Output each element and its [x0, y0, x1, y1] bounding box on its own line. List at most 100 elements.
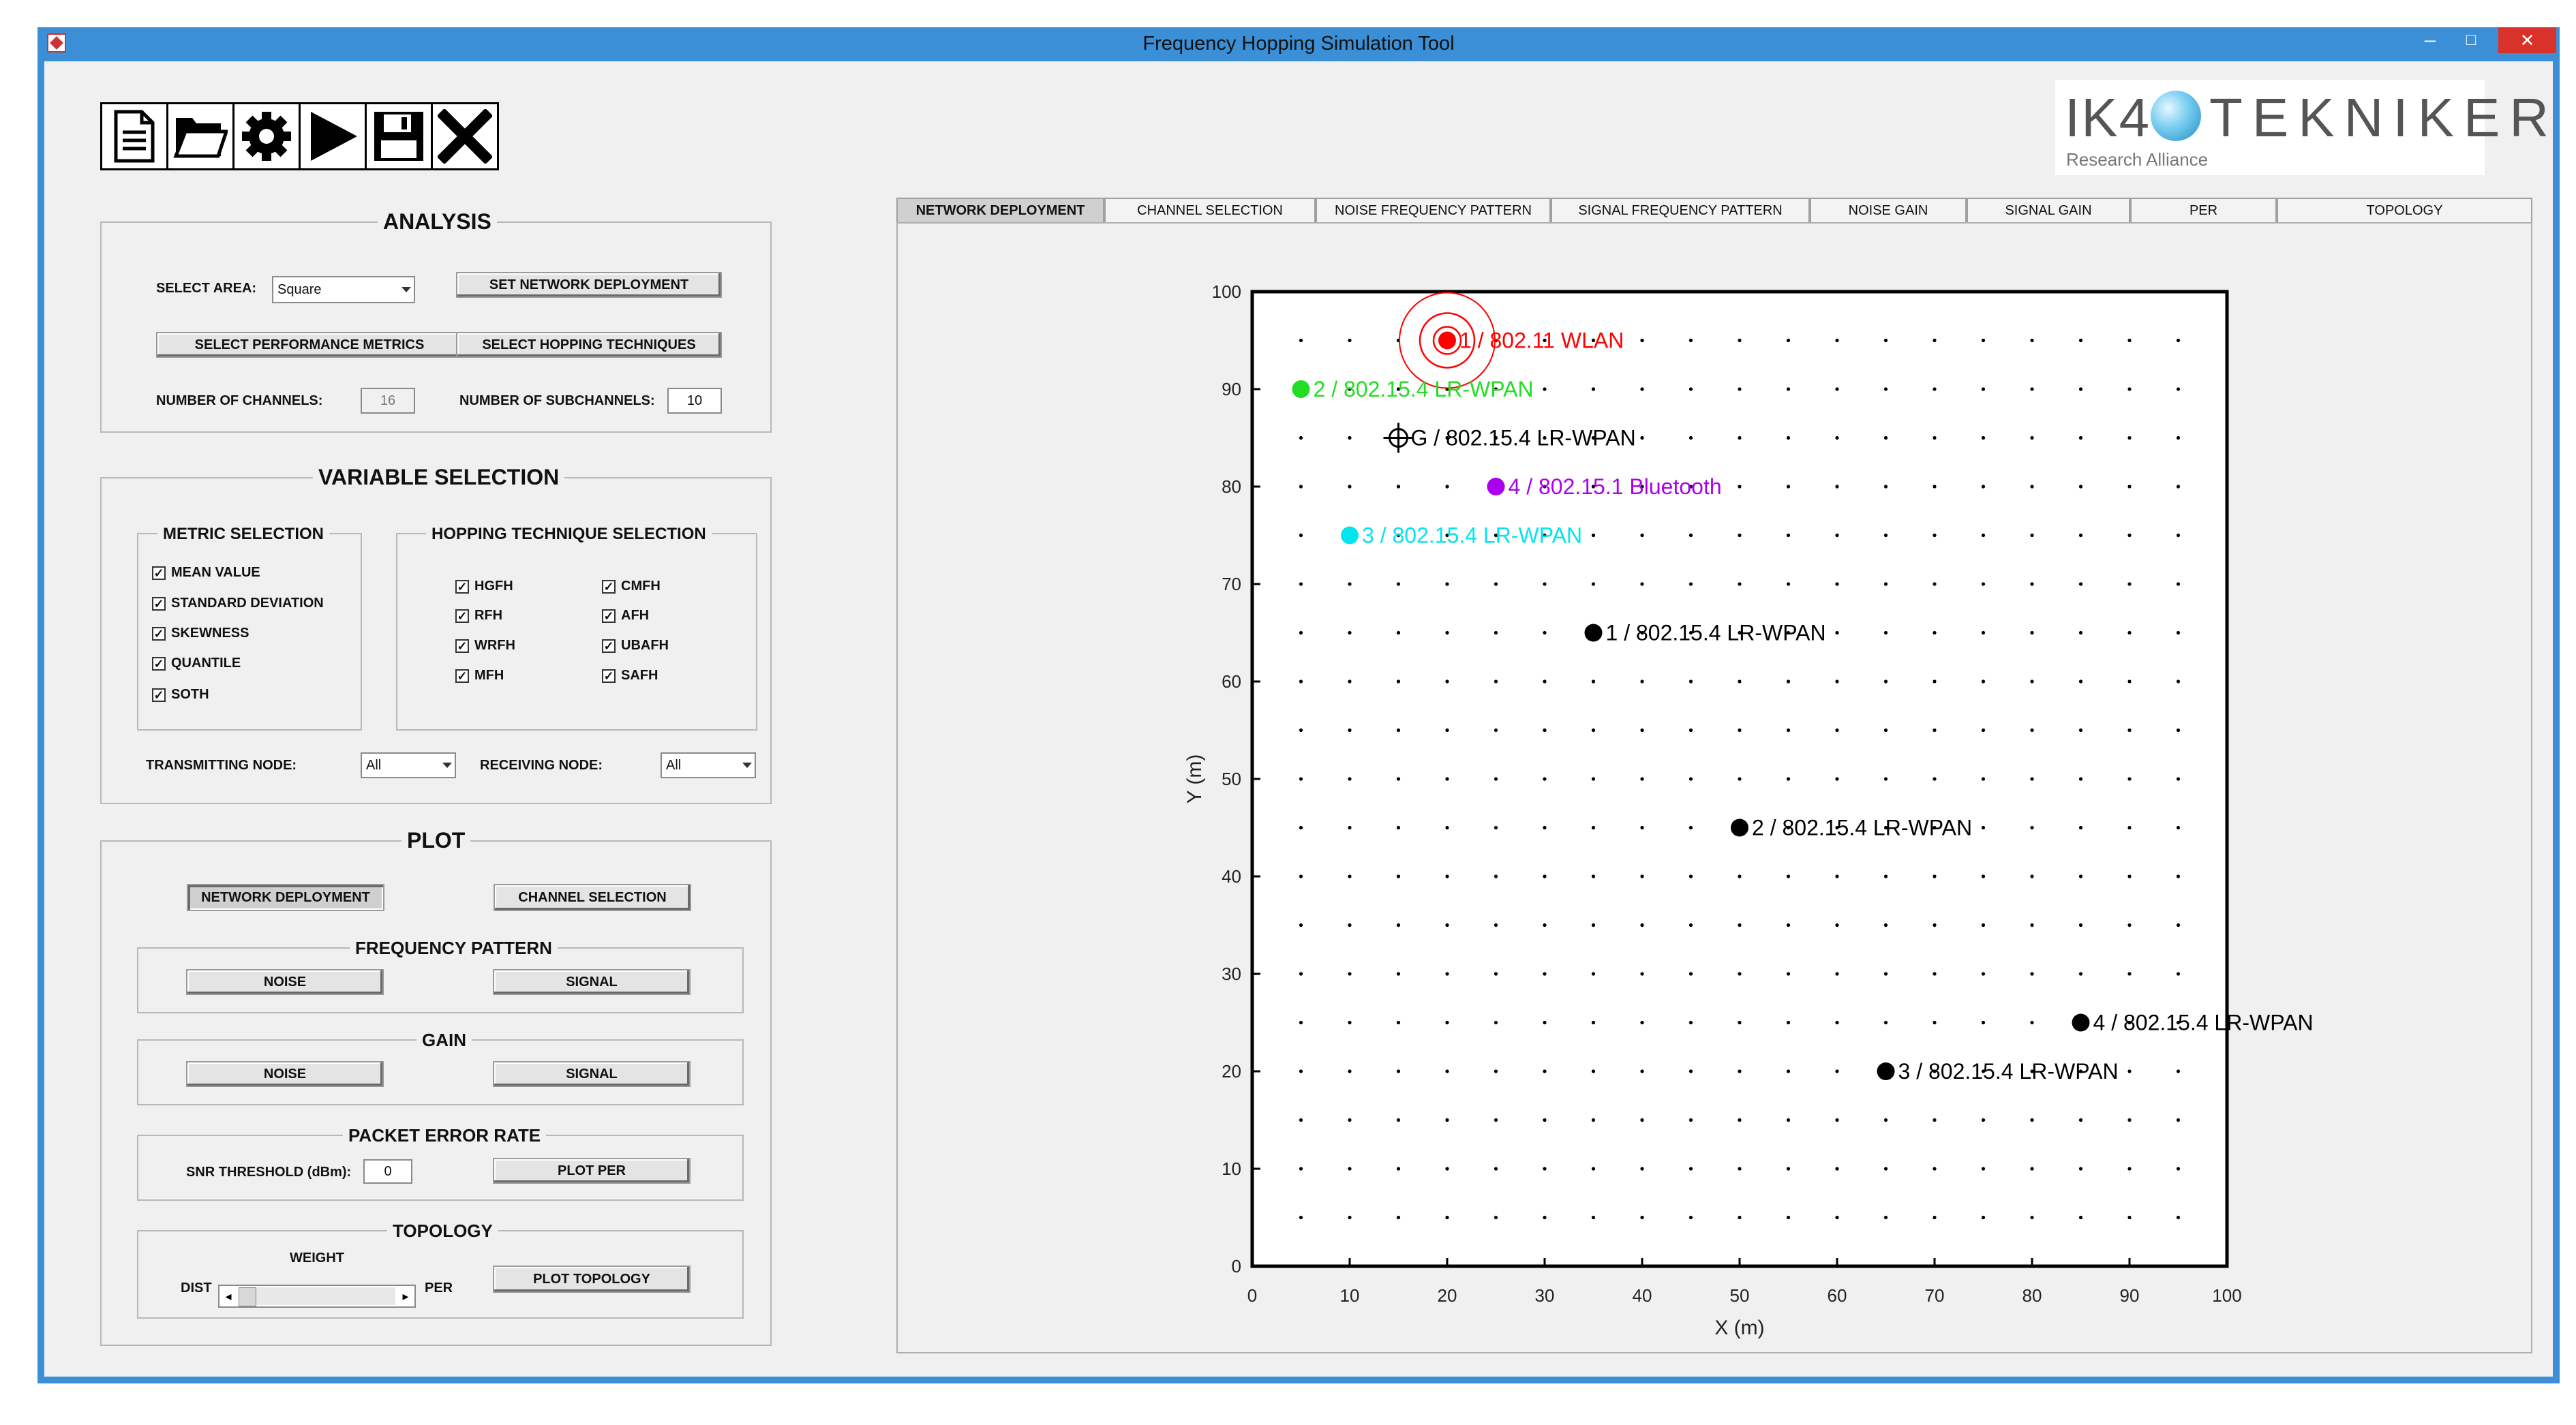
grid-point [2127, 777, 2132, 781]
y-tick-label: 30 [1222, 964, 1241, 984]
close-window-button[interactable]: ✕ [2498, 27, 2556, 53]
grid-point [1786, 630, 1791, 635]
dist-label: DIST [181, 1281, 212, 1296]
app-menu-icon[interactable] [47, 33, 66, 52]
grid-point [2127, 1118, 2132, 1122]
freq-noise-button[interactable]: NOISE [186, 969, 384, 995]
select-performance-metrics-button[interactable]: SELECT PERFORMANCE METRICS [156, 332, 463, 358]
slider-left-arrow-icon[interactable]: ◂ [225, 1289, 232, 1303]
tab-signal-frequency-pattern[interactable]: SIGNAL FREQUENCY PATTERN [1551, 198, 1810, 222]
grid-point [2176, 630, 2181, 635]
run-button[interactable] [301, 104, 367, 168]
hopping-mfh-checkbox[interactable]: ✓ MFH [455, 668, 504, 684]
x-tick-label: 10 [1340, 1285, 1360, 1306]
grid-point [2176, 1069, 2181, 1073]
grid-point [1835, 874, 1839, 878]
slider-thumb[interactable] [239, 1287, 256, 1306]
grid-point [1883, 1118, 1888, 1122]
node-marker [1877, 1062, 1895, 1080]
grid-point [1786, 1215, 1791, 1220]
grid-point [1445, 679, 1449, 684]
tab-signal-gain[interactable]: SIGNAL GAIN [1967, 198, 2130, 222]
grid-point [1445, 874, 1449, 878]
plot-title: PLOT [401, 828, 471, 853]
grid-point [1835, 825, 1839, 830]
select-hopping-techniques-button[interactable]: SELECT HOPPING TECHNIQUES [456, 332, 722, 358]
grid-point [1348, 1215, 1352, 1220]
close-file-button[interactable] [433, 104, 497, 168]
num-subchannels-label: NUMBER OF SUBCHANNELS: [459, 393, 655, 408]
slider-right-arrow-icon[interactable]: ▸ [402, 1289, 409, 1303]
hopping-afh-checkbox[interactable]: ✓ AFH [602, 608, 649, 624]
grid-point [2030, 728, 2034, 733]
hopping-cmfh-checkbox[interactable]: ✓ CMFH [602, 579, 661, 594]
hopping-hgfh-checkbox[interactable]: ✓ HGFH [455, 579, 513, 594]
tab-per[interactable]: PER [2130, 198, 2277, 222]
y-tick-label: 60 [1222, 671, 1241, 692]
metric-std-checkbox[interactable]: ✓ STANDARD DEVIATION [152, 596, 324, 611]
select-area-dropdown[interactable]: Square [272, 276, 415, 303]
metric-mean-checkbox[interactable]: ✓ MEAN VALUE [152, 565, 260, 581]
minimize-button[interactable]: – [2424, 29, 2436, 51]
grid-point [1299, 728, 1303, 733]
snr-threshold-field[interactable]: 0 [363, 1159, 412, 1184]
grid-point [1981, 1069, 1986, 1073]
metric-quantile-checkbox[interactable]: ✓ QUANTILE [152, 656, 241, 671]
plot-per-button[interactable]: PLOT PER [493, 1158, 691, 1184]
set-network-deployment-button[interactable]: SET NETWORK DEPLOYMENT [456, 272, 722, 298]
grid-point [1688, 923, 1693, 928]
settings-button[interactable] [234, 104, 301, 168]
freq-signal-button[interactable]: SIGNAL [493, 969, 691, 995]
maximize-button[interactable]: □ [2466, 31, 2476, 49]
grid-point [1933, 1020, 1937, 1025]
grid-point [2078, 679, 2083, 684]
open-folder-button[interactable] [168, 104, 234, 168]
y-tick-label: 70 [1222, 574, 1241, 594]
grid-point [1738, 728, 1742, 733]
gain-noise-button[interactable]: NOISE [186, 1061, 384, 1087]
x-tick-label: 100 [2212, 1285, 2241, 1306]
save-button[interactable] [367, 104, 433, 168]
grid-point [2030, 533, 2034, 538]
grid-point [1835, 679, 1839, 684]
tab-network-deployment[interactable]: NETWORK DEPLOYMENT [896, 198, 1104, 222]
grid-point [1835, 1167, 1839, 1171]
grid-point [2030, 1215, 2034, 1220]
checkmark-icon: ✓ [455, 609, 469, 623]
receiving-node-dropdown[interactable]: All [661, 752, 756, 778]
node-marker [1487, 478, 1505, 495]
metric-skewness-checkbox[interactable]: ✓ SKEWNESS [152, 626, 249, 641]
tab-noise-gain[interactable]: NOISE GAIN [1810, 198, 1967, 222]
plot-network-deployment-button[interactable]: NETWORK DEPLOYMENT [187, 884, 384, 911]
frequency-pattern-group: FREQUENCY PATTERN NOISE SIGNAL [137, 938, 744, 1013]
grid-point [1494, 972, 1498, 976]
tab-channel-selection[interactable]: CHANNEL SELECTION [1104, 198, 1316, 222]
transmitting-node-dropdown[interactable]: All [361, 752, 456, 778]
grid-point [1640, 533, 1644, 538]
grid-point [1933, 1118, 1937, 1122]
grid-point [1445, 582, 1449, 586]
tab-topology[interactable]: TOPOLOGY [2277, 198, 2532, 222]
grid-point [1543, 777, 1547, 781]
grid-point [1640, 387, 1644, 391]
hopping-ubafh-checkbox[interactable]: ✓ UBAFH [602, 638, 669, 654]
grid-point [1396, 485, 1401, 489]
hopping-wrfh-checkbox[interactable]: ✓ WRFH [455, 638, 515, 654]
grid-point [1933, 728, 1937, 733]
gain-signal-button[interactable]: SIGNAL [493, 1061, 691, 1087]
chevron-down-icon [442, 763, 452, 768]
num-subchannels-field[interactable]: 10 [667, 388, 722, 414]
weight-slider[interactable]: ◂ ▸ [218, 1285, 416, 1308]
grid-point [1786, 728, 1791, 733]
grid-point [1981, 435, 1986, 440]
new-file-button[interactable] [102, 104, 168, 168]
metric-soth-checkbox[interactable]: ✓ SOTH [152, 687, 209, 703]
plot-topology-button[interactable]: PLOT TOPOLOGY [493, 1266, 691, 1293]
plot-channel-selection-button[interactable]: CHANNEL SELECTION [494, 884, 691, 911]
hopping-safh-checkbox[interactable]: ✓ SAFH [602, 668, 658, 684]
grid-point [1591, 533, 1596, 538]
node-label: 2 / 802.15.4 LR-WPAN [1314, 377, 1534, 401]
grid-point [1543, 485, 1547, 489]
hopping-rfh-checkbox[interactable]: ✓ RFH [455, 608, 502, 624]
tab-noise-frequency-pattern[interactable]: NOISE FREQUENCY PATTERN [1316, 198, 1551, 222]
